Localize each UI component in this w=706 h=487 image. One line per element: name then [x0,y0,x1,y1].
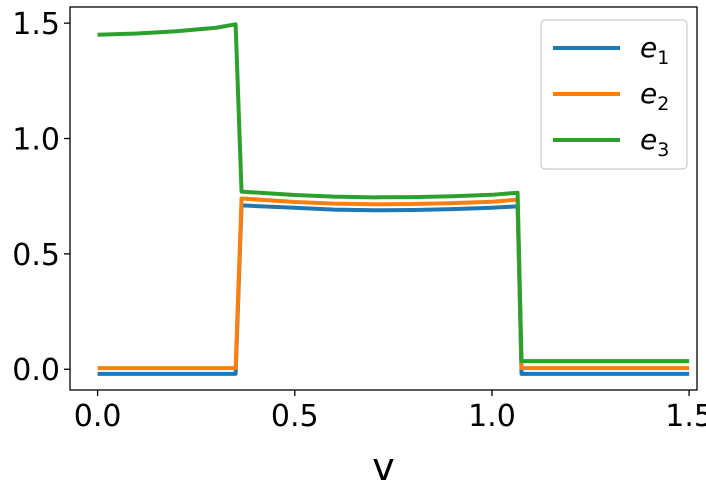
ticks-layer: 0.0 0.5 1.0 1.5 0.0 0.5 1.0 1.5 [12,7,706,434]
x-tick-label: 0.0 [74,399,122,434]
legend: e1 e2 e3 [540,19,688,170]
y-tick-label: 0.0 [12,353,60,388]
y-tick-label: 0.5 [12,238,60,273]
legend-label-e2: e2 [640,77,669,115]
series-layer [97,22,690,376]
plot-frame [69,6,698,391]
legend-label-e3: e3 [640,123,669,161]
x-tick-label: 1.5 [665,399,706,434]
legend-label-e1: e1 [640,31,669,69]
x-axis-label: v [372,445,395,487]
x-tick-label: 0.5 [271,399,319,434]
x-tick-label: 1.0 [468,399,516,434]
y-tick-label: 1.5 [12,7,60,42]
series-line-e3 [97,22,690,364]
legend-items: e1 e2 e3 [553,31,669,161]
y-tick-label: 1.0 [12,123,60,158]
